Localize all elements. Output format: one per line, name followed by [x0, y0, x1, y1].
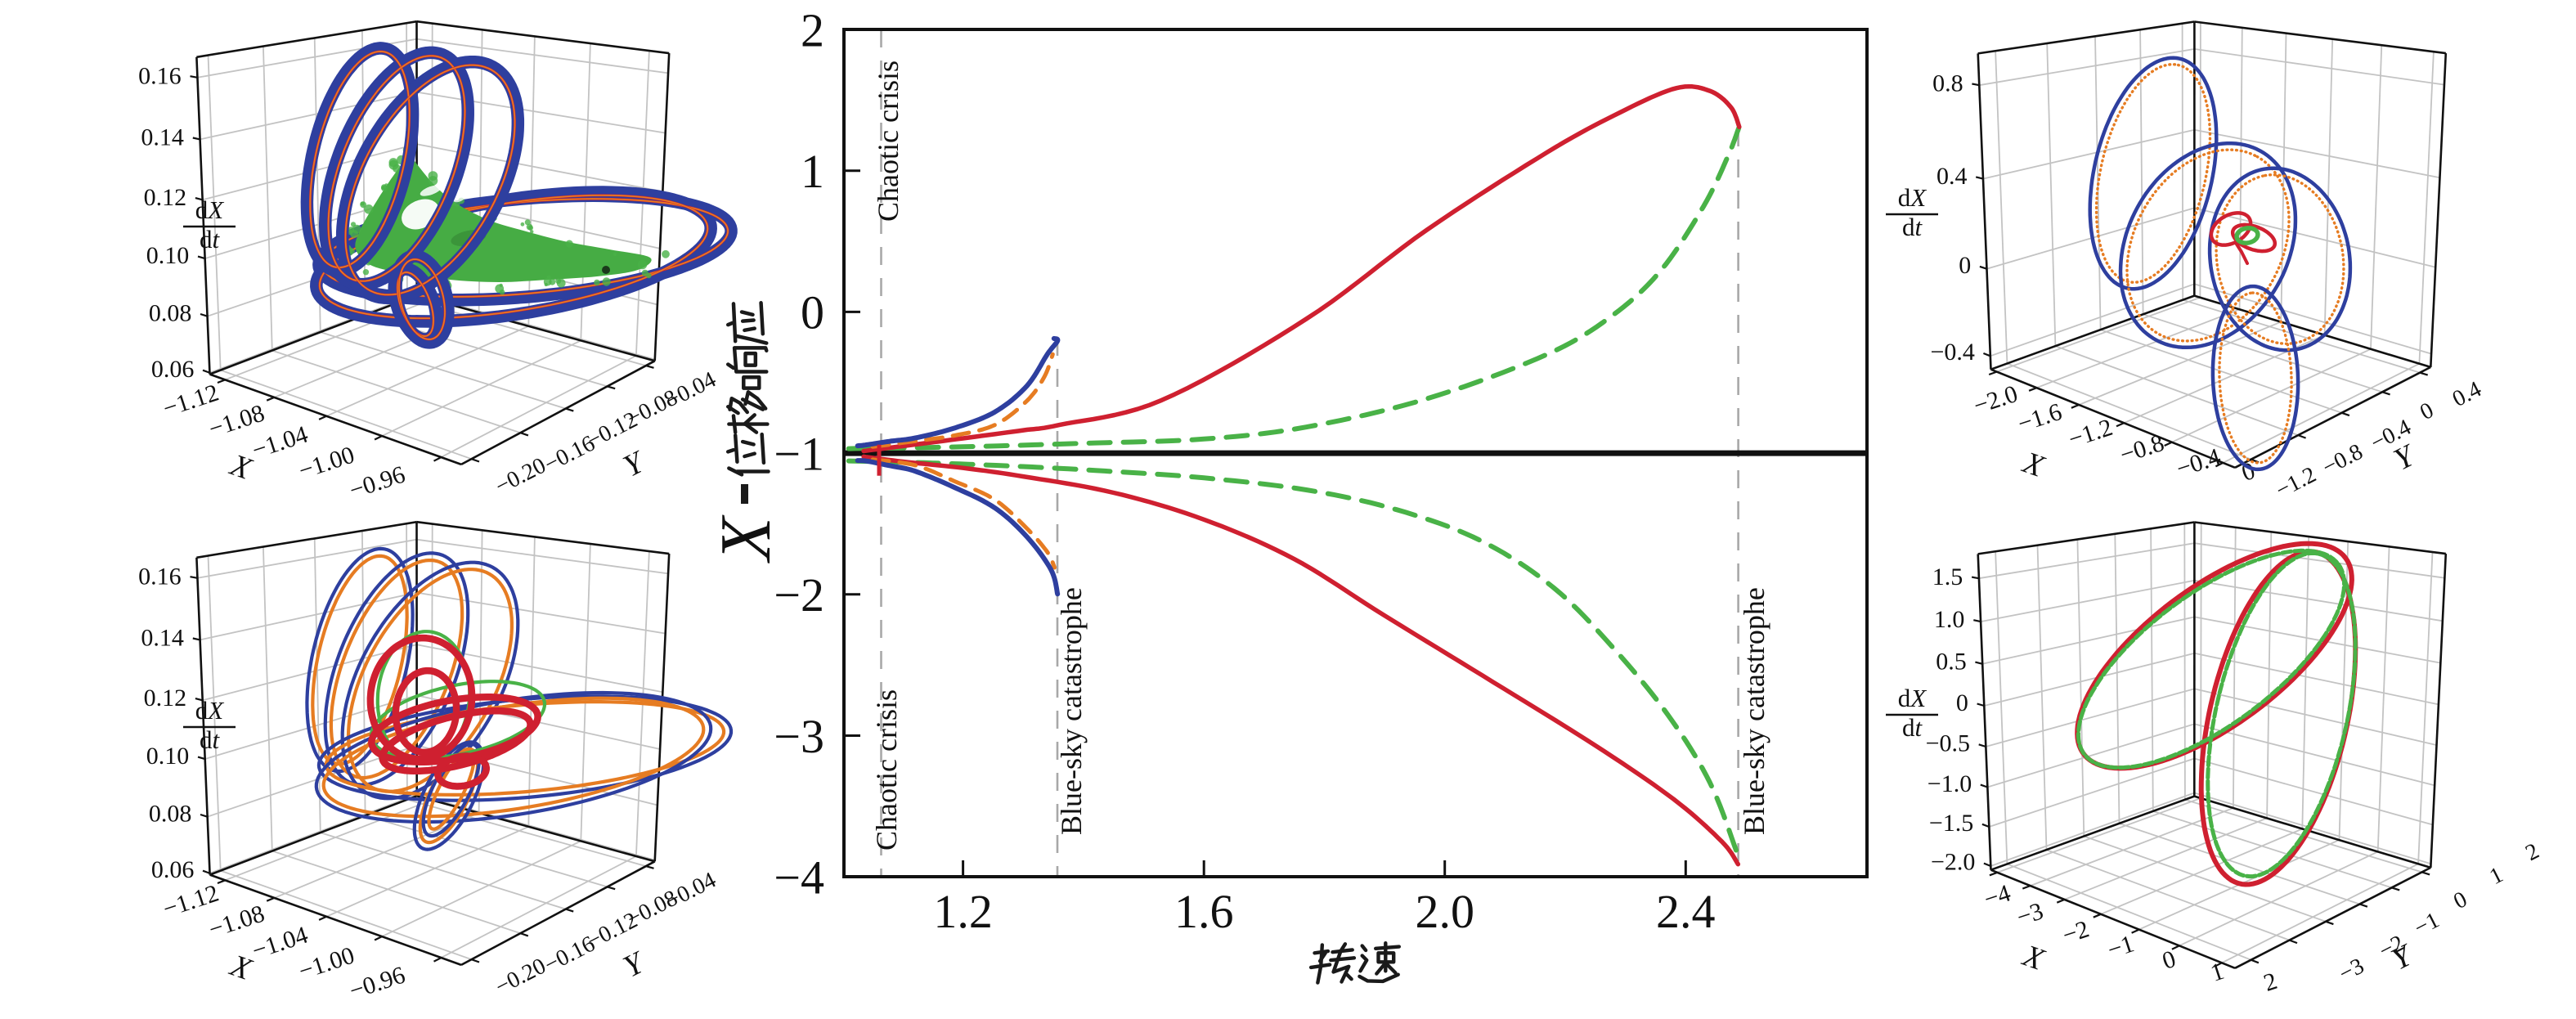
svg-text:0.14: 0.14: [141, 625, 184, 652]
svg-text:2.0: 2.0: [1415, 885, 1474, 938]
svg-text:0.8: 0.8: [1932, 70, 1963, 97]
svg-text:0.5: 0.5: [1936, 648, 1967, 675]
svg-text:0.06: 0.06: [151, 356, 195, 383]
svg-text:dt: dt: [200, 225, 221, 254]
svg-text:dX: dX: [1898, 183, 1928, 212]
svg-text:dX: dX: [195, 696, 225, 725]
svg-text:0.14: 0.14: [141, 124, 184, 151]
svg-text:Chaotic crisis: Chaotic crisis: [872, 61, 904, 222]
svg-text:−0.4: −0.4: [1930, 339, 1974, 366]
svg-text:dt: dt: [1902, 213, 1923, 241]
svg-text:0.08: 0.08: [149, 800, 192, 827]
svg-text:−0.5: −0.5: [1926, 730, 1970, 757]
svg-text:−1.0: −1.0: [1928, 770, 1972, 797]
svg-text:−3: −3: [774, 710, 824, 763]
svg-text:0.08: 0.08: [149, 299, 192, 326]
svg-text:0.10: 0.10: [146, 242, 190, 269]
svg-text:0.06: 0.06: [151, 856, 195, 883]
svg-text:dX: dX: [1898, 684, 1928, 712]
svg-text:0.12: 0.12: [144, 685, 187, 712]
svg-text:0.12: 0.12: [144, 184, 187, 211]
svg-text:0.16: 0.16: [138, 563, 182, 590]
svg-text:0.4: 0.4: [1936, 163, 1968, 190]
svg-text:Chaotic crisis: Chaotic crisis: [870, 689, 903, 851]
svg-text:−4: −4: [774, 851, 824, 905]
svg-text:dt: dt: [200, 725, 221, 754]
svg-text:1.6: 1.6: [1174, 885, 1234, 938]
svg-text:X: X: [707, 514, 786, 563]
svg-text:−1: −1: [774, 427, 824, 480]
svg-text:Blue-sky catastrophe: Blue-sky catastrophe: [1738, 587, 1770, 835]
svg-text:1.5: 1.5: [1932, 563, 1963, 590]
svg-text:1.0: 1.0: [1934, 606, 1965, 633]
svg-text:0: 0: [801, 286, 824, 339]
svg-text:2: 2: [801, 3, 824, 56]
svg-text:1.2: 1.2: [933, 885, 993, 938]
svg-text:2.4: 2.4: [1656, 885, 1716, 938]
svg-text:0: 0: [1956, 689, 1968, 716]
svg-text:1: 1: [801, 145, 824, 198]
svg-text:0: 0: [1959, 252, 1971, 279]
svg-text:0.16: 0.16: [138, 63, 182, 90]
svg-text:0.10: 0.10: [146, 743, 190, 770]
svg-text:dX: dX: [195, 195, 225, 224]
svg-text:Blue-sky catastrophe: Blue-sky catastrophe: [1055, 587, 1088, 835]
svg-text:dt: dt: [1902, 713, 1923, 742]
svg-text:−2: −2: [774, 568, 824, 622]
svg-text:−1.5: −1.5: [1929, 810, 1973, 837]
svg-text:−2.0: −2.0: [1931, 849, 1975, 876]
